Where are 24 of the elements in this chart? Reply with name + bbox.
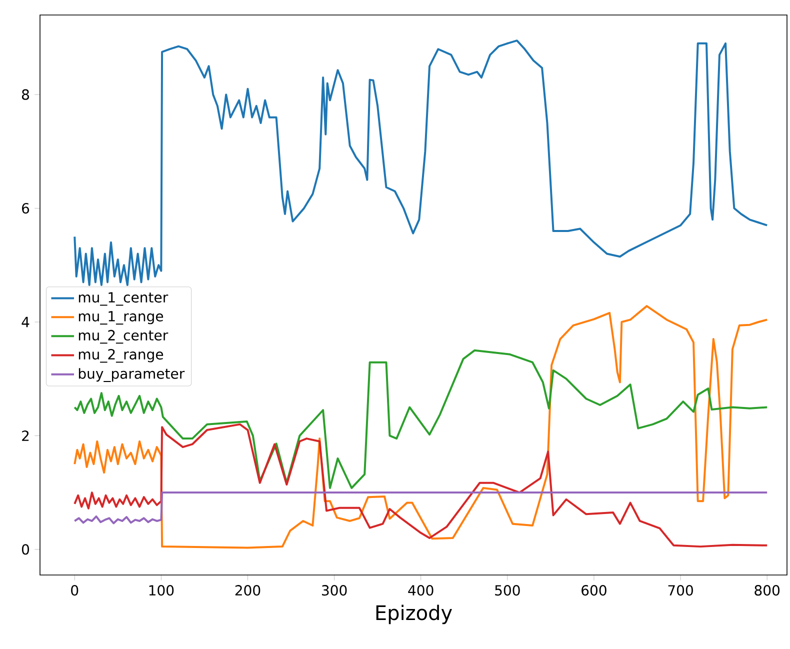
legend-label: mu_1_range — [78, 311, 164, 325]
x-tick-label: 300 — [322, 585, 347, 596]
legend-label: mu_2_range — [78, 348, 164, 363]
x-tick-label: 200 — [235, 585, 260, 596]
legend-label: mu_1_center — [78, 292, 168, 306]
y-tick-label: 0 — [22, 544, 30, 555]
x-axis-title: Epizody — [376, 604, 452, 624]
x-tick-label: 0 — [71, 585, 78, 596]
x-tick-label: 800 — [754, 585, 780, 596]
legend-label: buy_parameter — [78, 368, 185, 382]
line-series — [74, 423, 768, 548]
x-tick-label: 500 — [495, 585, 520, 596]
y-tick-label: 8 — [22, 89, 29, 100]
y-tick-label: 2 — [22, 430, 29, 441]
x-tick-label: 400 — [408, 585, 434, 596]
x-tick-label: 100 — [149, 585, 174, 596]
y-tick-label: 4 — [22, 316, 30, 328]
legend-label: mu_2_center — [78, 330, 168, 344]
line-series — [74, 40, 768, 286]
line-series — [74, 305, 768, 549]
x-tick-label: 600 — [582, 585, 606, 596]
line-series — [74, 492, 768, 524]
x-tick-label: 700 — [668, 585, 693, 596]
y-tick-label: 6 — [22, 202, 30, 214]
